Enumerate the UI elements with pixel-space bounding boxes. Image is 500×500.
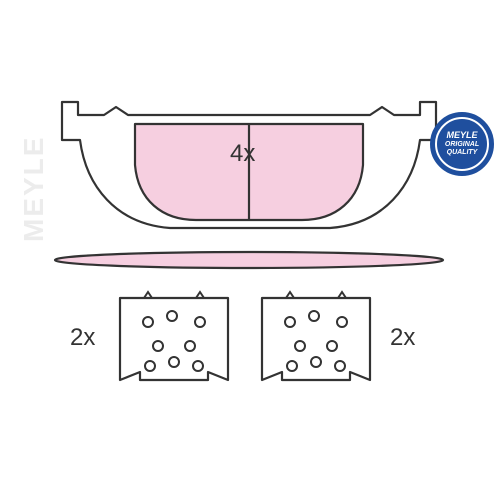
clip-left-quantity-label: 2x [70, 324, 95, 352]
badge-inner: MEYLE ORIGINAL QUALITY [435, 117, 489, 171]
clip-right-quantity-label: 2x [390, 324, 415, 352]
retaining-clip-right [0, 0, 500, 500]
badge-brand: MEYLE [446, 131, 477, 141]
badge-line2: QUALITY [447, 149, 478, 157]
pad-quantity-label: 4x [230, 140, 255, 168]
badge-line1: ORIGINAL [445, 141, 479, 149]
diagram-canvas: MEYLE [0, 0, 500, 500]
quality-badge: MEYLE ORIGINAL QUALITY [430, 112, 494, 176]
